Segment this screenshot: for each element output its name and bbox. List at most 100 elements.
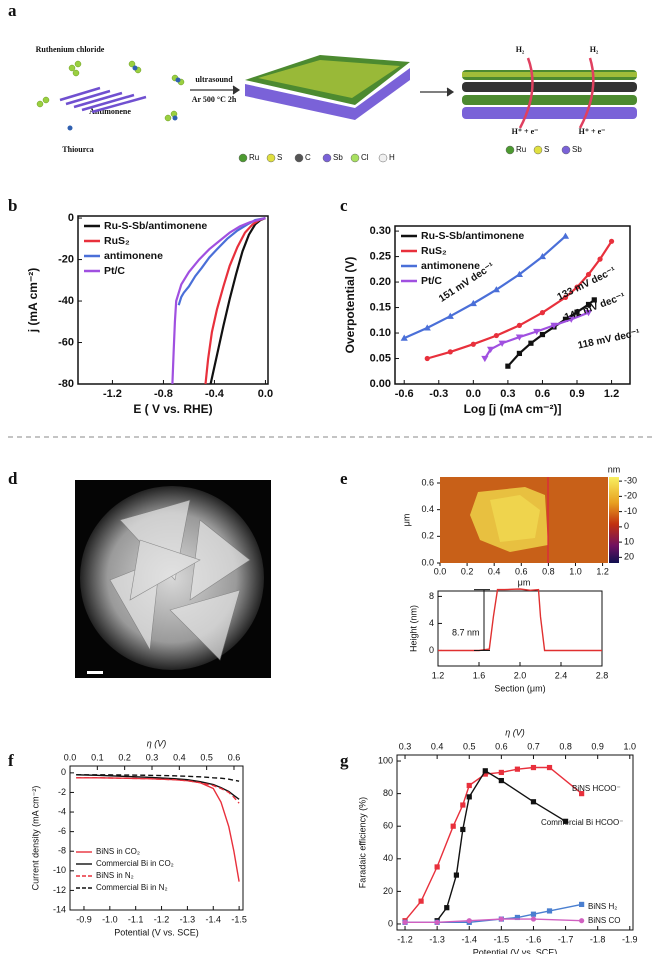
x-tick-label: 0.8 xyxy=(542,566,555,576)
legend-label: H xyxy=(389,153,395,162)
afm-image xyxy=(440,477,619,563)
series-line xyxy=(171,217,266,385)
x-tick-label: 2.4 xyxy=(555,670,568,680)
marker xyxy=(450,823,456,829)
marker xyxy=(460,826,466,833)
marker xyxy=(530,799,537,805)
marker xyxy=(498,769,504,776)
x-tick-label: 0.0 xyxy=(434,566,447,576)
x2-axis-label: η (V) xyxy=(147,738,167,748)
y-tick-label: 0.00 xyxy=(370,378,391,390)
panel-label: e xyxy=(340,469,348,488)
x-tick-label: -1.0 xyxy=(102,914,118,924)
series-line xyxy=(404,766,583,922)
marker xyxy=(453,872,460,878)
x-tick-label: 1.0 xyxy=(569,566,582,576)
marker xyxy=(579,901,585,908)
legend-dot xyxy=(533,145,543,155)
y-tick-label: -80 xyxy=(58,378,74,390)
sem-image xyxy=(75,480,271,678)
legend-label: antimonene xyxy=(104,250,163,262)
marker xyxy=(466,918,472,924)
x2-tick-label: 1.0 xyxy=(624,741,637,751)
marker xyxy=(482,771,488,777)
x-tick-label: -0.9 xyxy=(76,914,92,924)
marker xyxy=(515,334,524,341)
marker xyxy=(434,864,440,870)
y-tick-label: 4 xyxy=(429,618,434,628)
legend-dot xyxy=(266,153,276,163)
x-tick-label: -1.5 xyxy=(494,934,510,944)
panel-label: c xyxy=(340,196,348,215)
marker xyxy=(446,312,454,319)
legend-label: S xyxy=(544,145,549,154)
y-axis-label: μm xyxy=(401,514,411,527)
y-tick-label: 80 xyxy=(383,788,393,798)
series-line xyxy=(405,918,582,923)
marker xyxy=(515,270,524,278)
legend-label: Sb xyxy=(333,153,343,162)
marker xyxy=(546,764,553,771)
marker xyxy=(546,908,553,914)
series-label: Commercial Bi HCOO⁻ xyxy=(541,818,623,827)
marker xyxy=(481,355,489,363)
y-tick-label: 60 xyxy=(383,821,393,831)
colorbar-tick-label: 20 xyxy=(624,552,634,562)
panel-label: b xyxy=(8,196,17,215)
x-tick-label: -1.6 xyxy=(526,934,542,944)
x2-tick-label: 0.1 xyxy=(91,752,104,762)
label: H⁺ + e⁻ xyxy=(512,127,539,136)
y-tick-label: 0 xyxy=(388,918,393,928)
x-axis-label: Potential (V vs. SCE) xyxy=(473,947,558,954)
y-tick-label: 0.2 xyxy=(421,531,434,541)
y-tick-label: 0 xyxy=(68,212,74,224)
x2-tick-label: 0.5 xyxy=(200,752,213,762)
marker xyxy=(466,794,472,800)
marker xyxy=(567,316,575,323)
legend-label: BiNS in N₂ xyxy=(96,871,134,880)
y-tick-label: 0 xyxy=(429,645,434,655)
legend-label: Commercial Bi in CO₂ xyxy=(96,859,174,868)
marker xyxy=(492,286,500,293)
marker xyxy=(579,918,585,924)
label: Ar 500 °C 2h xyxy=(192,95,237,104)
plot-frame xyxy=(69,765,244,911)
x-tick-label: -1.7 xyxy=(558,934,574,944)
marker xyxy=(530,916,537,922)
x-tick-label: 2.0 xyxy=(514,670,527,680)
y-tick-label: 40 xyxy=(383,853,393,863)
marker xyxy=(516,322,523,328)
series-label: BiNS H₂ xyxy=(588,902,617,911)
marker xyxy=(434,919,440,925)
marker xyxy=(562,818,569,824)
x-tick-label: -1.9 xyxy=(622,934,638,944)
x-tick-label: -0.4 xyxy=(205,388,225,400)
x-tick-label: 0.3 xyxy=(500,388,515,400)
y-axis-label: j (mA cm⁻²) xyxy=(26,268,40,334)
marker xyxy=(505,363,511,369)
marker xyxy=(498,340,506,347)
x-tick-label: -1.3 xyxy=(429,934,445,944)
marker xyxy=(591,297,597,303)
marker xyxy=(482,768,488,774)
colorbar-tick-label: 0 xyxy=(624,521,629,531)
marker xyxy=(539,310,546,316)
marker xyxy=(579,791,585,797)
marker xyxy=(460,802,466,808)
x2-tick-label: 0.5 xyxy=(463,741,476,751)
series-line xyxy=(403,235,567,340)
y-tick-label: 0.6 xyxy=(421,477,434,487)
marker xyxy=(424,355,430,362)
annotation: 118 mV dec⁻¹ xyxy=(577,328,642,352)
y-tick-label: 0 xyxy=(61,767,66,777)
series-line xyxy=(76,777,240,804)
schematic: Ruthenium chloride Antimonene Thiourca u… xyxy=(36,45,637,154)
marker xyxy=(514,766,521,772)
y-tick-label: -14 xyxy=(53,904,66,914)
label: ultrasound xyxy=(195,75,233,84)
x-tick-label: -1.5 xyxy=(231,914,247,924)
x2-axis-label: η (V) xyxy=(505,727,525,737)
y-tick-label: 8 xyxy=(429,591,434,601)
legend-label: RuS₂ xyxy=(421,245,447,257)
panel-label: d xyxy=(8,469,18,488)
